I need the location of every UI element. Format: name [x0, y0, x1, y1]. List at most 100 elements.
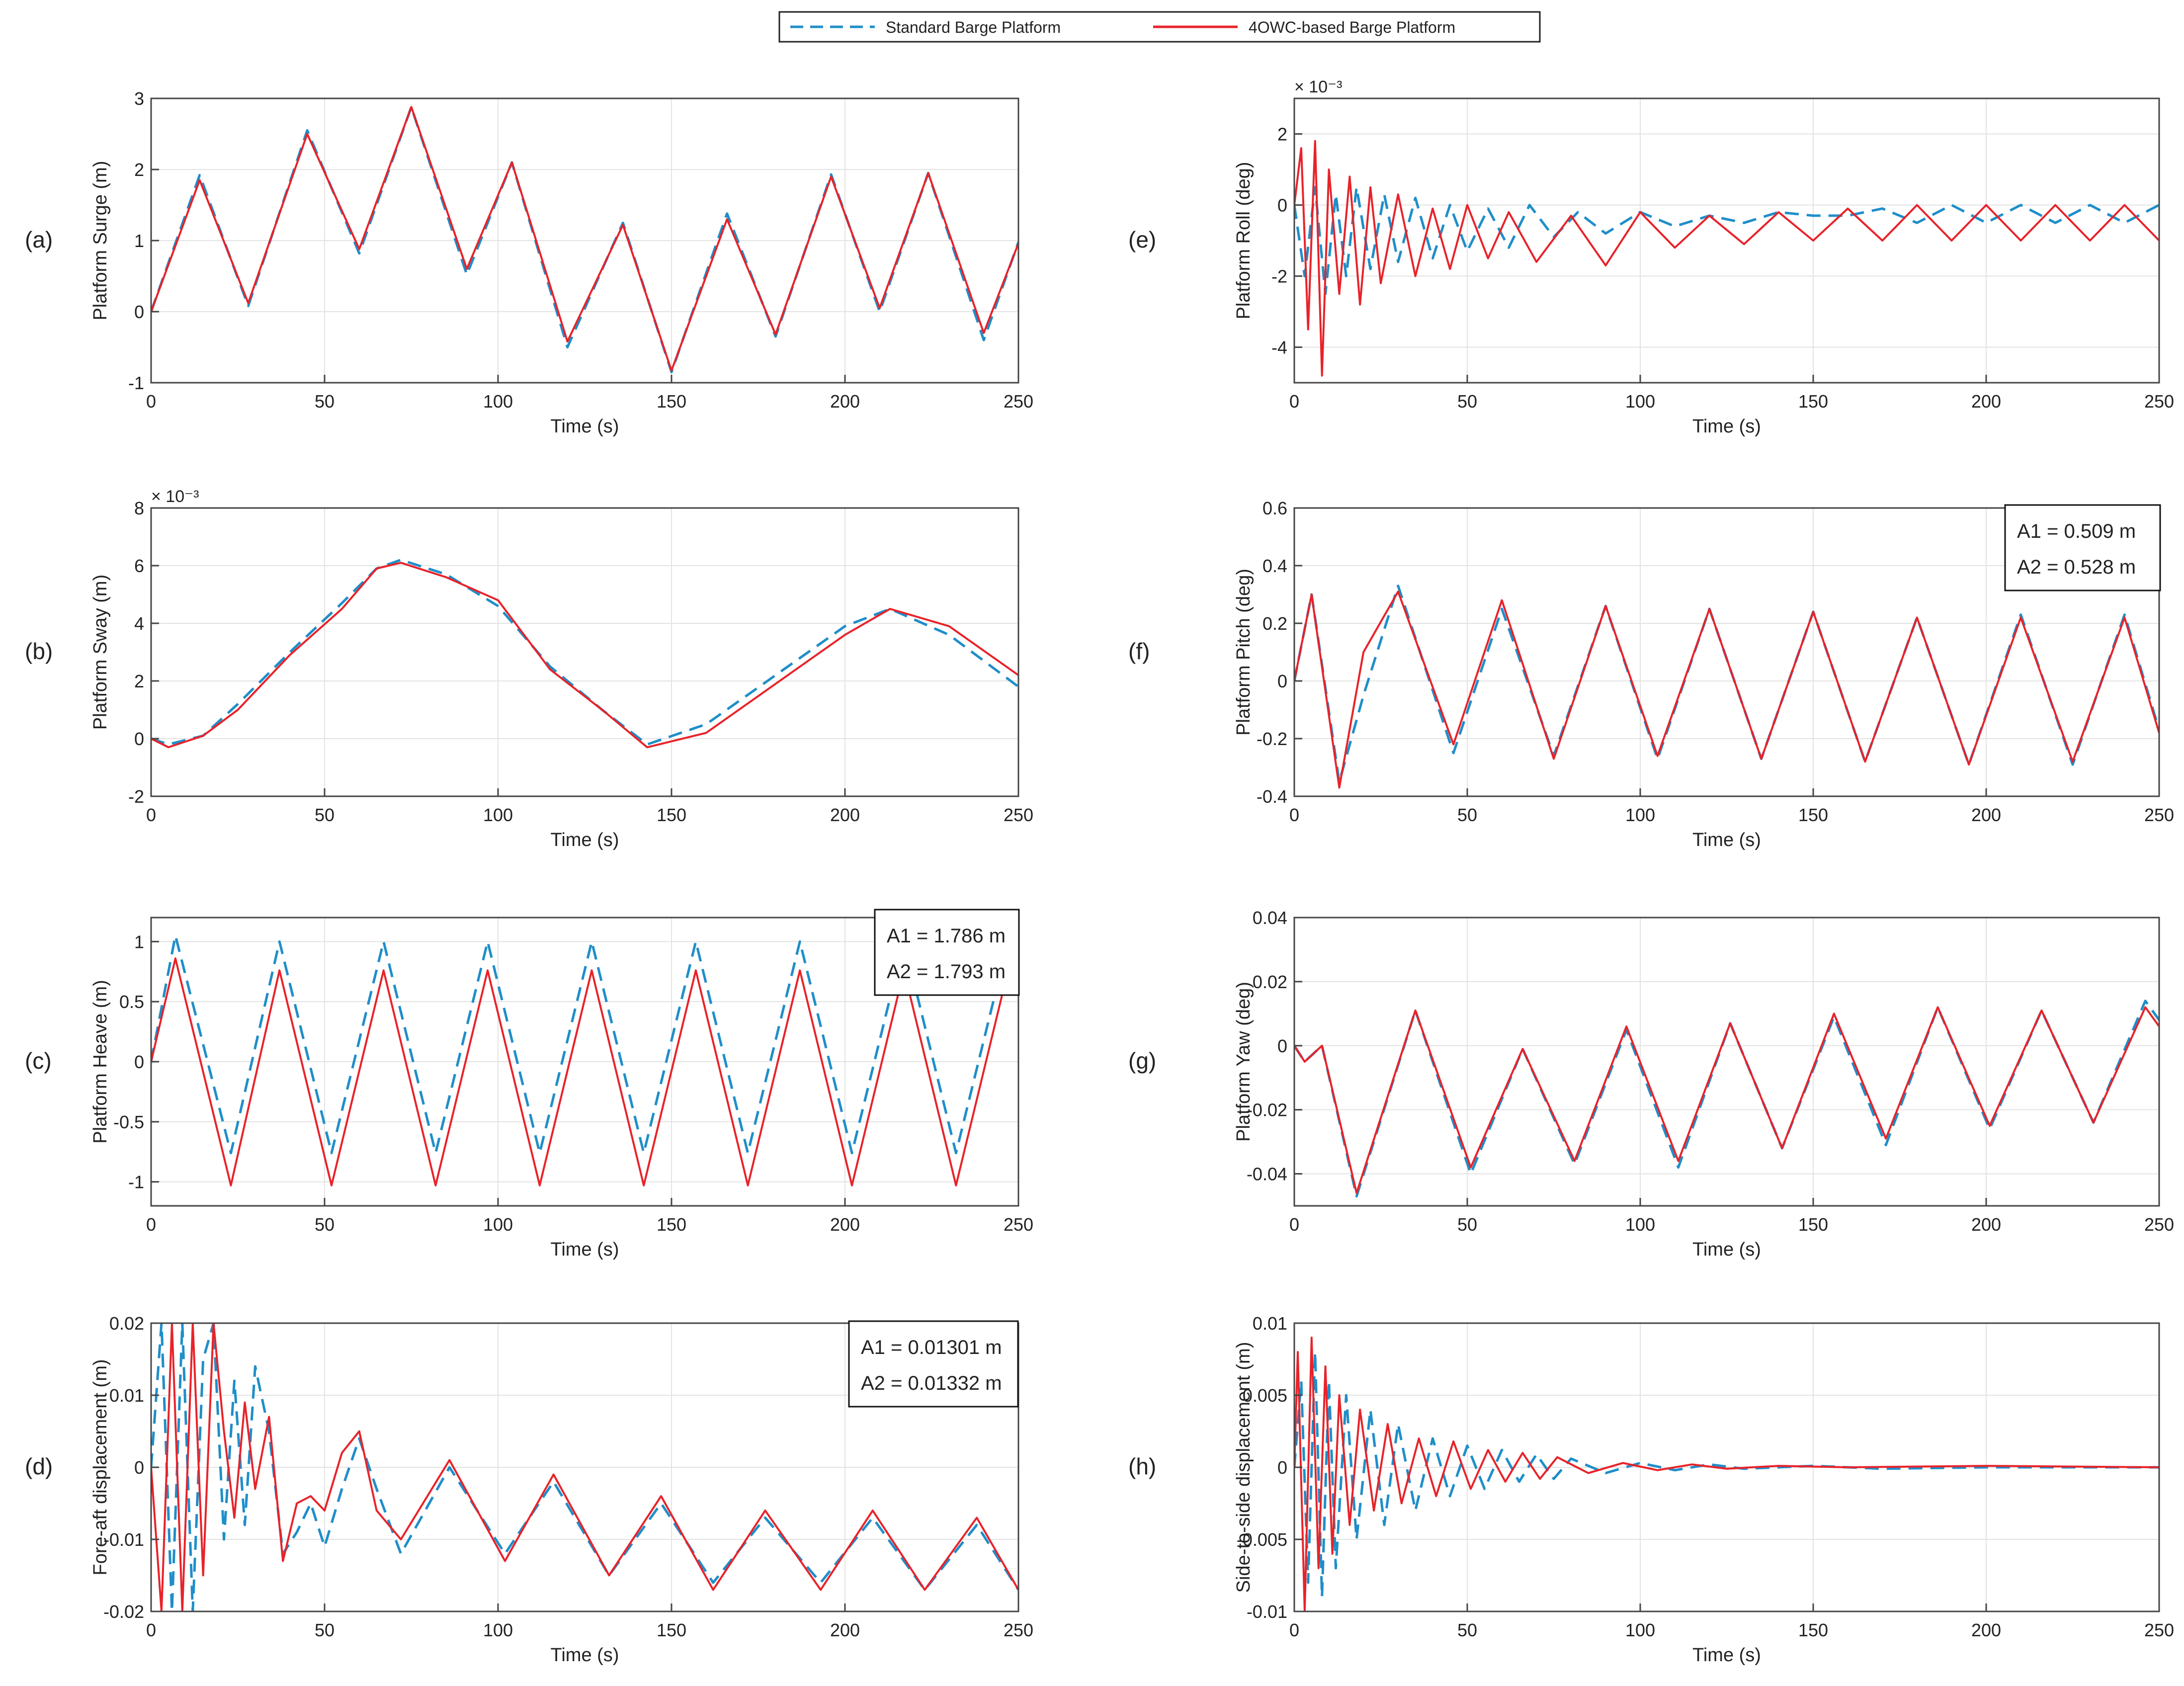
- y-tick-label: 0: [1277, 1457, 1287, 1478]
- x-tick-label: 250: [2144, 805, 2174, 825]
- y-tick-label: 0: [1277, 195, 1287, 216]
- series-4owc-line: [151, 1323, 1018, 1611]
- y-tick-label: 0.01: [109, 1385, 144, 1406]
- y-tick-label: -0.01: [103, 1529, 144, 1550]
- legend-label-4owc: 4OWC-based Barge Platform: [1249, 18, 1455, 36]
- x-tick-label: 100: [1625, 391, 1655, 412]
- series-standard-line: [1294, 186, 2159, 295]
- series-4owc-line: [1294, 1006, 2159, 1194]
- y-tick-label: 6: [134, 556, 144, 576]
- y-tick-label: 0.6: [1262, 498, 1287, 518]
- y-axis-label: Side-to-side displacement (m): [1233, 1342, 1254, 1593]
- axes-frame: [150, 507, 1019, 797]
- plot-area: [1294, 918, 2159, 1206]
- x-tick-label: 150: [657, 805, 686, 825]
- x-tick-label: 50: [315, 1214, 335, 1235]
- y-tick-label: -0.02: [103, 1602, 144, 1622]
- x-tick-label: 0: [146, 391, 156, 412]
- x-tick-label: 100: [1625, 805, 1655, 825]
- x-tick-label: 200: [1971, 805, 2001, 825]
- y-axis-label: Platform Heave (m): [90, 980, 111, 1143]
- axis-exponent: × 10⁻³: [151, 487, 199, 506]
- panel-label: (b): [25, 638, 53, 664]
- series-4owc-line: [151, 106, 1018, 372]
- series-standard-line: [151, 1323, 1018, 1611]
- annotation-a2: A2 = 0.528 m: [2017, 556, 2136, 578]
- y-tick-label: 0.005: [1243, 1385, 1287, 1406]
- annotation-box: [848, 1320, 1019, 1408]
- annotation-a1: A1 = 1.786 m: [887, 925, 1006, 947]
- panel-d: 0 50 100 150 200 250 -0.02 -0.01 0 0.01 0.02 Time (…: [25, 1313, 1033, 1666]
- y-tick-label: 0: [134, 302, 144, 322]
- x-tick-label: 250: [1004, 805, 1033, 825]
- x-tick-label: 150: [1798, 1214, 1828, 1235]
- x-tick-label: 200: [830, 1620, 860, 1640]
- x-tick-label: 0: [146, 1620, 156, 1640]
- annotation-a1: A1 = 0.509 m: [2017, 520, 2136, 542]
- y-tick-label: -0.04: [1247, 1164, 1287, 1184]
- x-tick-label: 150: [657, 391, 686, 412]
- axis-exponent: × 10⁻³: [1294, 78, 1342, 96]
- panel-label: (g): [1128, 1048, 1156, 1074]
- x-tick-label: 0: [146, 1214, 156, 1235]
- x-tick-label: 100: [483, 1214, 513, 1235]
- annotation-box: [874, 909, 1020, 996]
- y-axis-label: Platform Pitch (deg): [1233, 569, 1254, 736]
- x-tick-label: 100: [483, 805, 513, 825]
- x-tick-label: 200: [1971, 1620, 2001, 1640]
- annotation-box: [2004, 504, 2161, 591]
- x-tick-label: 0: [1289, 1620, 1299, 1640]
- x-tick-label: 50: [1457, 1214, 1477, 1235]
- x-axis-label: Time (s): [551, 830, 619, 850]
- y-axis-label: Platform Roll (deg): [1233, 162, 1254, 320]
- y-tick-label: 0: [134, 1052, 144, 1072]
- x-tick-label: 100: [483, 1620, 513, 1640]
- x-axis-label: Time (s): [1692, 1645, 1761, 1666]
- y-tick-label: 4: [134, 613, 144, 634]
- annotation-a2: A2 = 1.793 m: [887, 961, 1006, 983]
- x-tick-label: 100: [1625, 1214, 1655, 1235]
- x-axis-label: Time (s): [1692, 416, 1761, 437]
- x-tick-label: 150: [1798, 391, 1828, 412]
- y-axis-label: Platform Yaw (deg): [1233, 982, 1254, 1142]
- y-tick-label: -1: [128, 373, 144, 393]
- x-tick-label: 50: [315, 1620, 335, 1640]
- panel-f: 0 50 100 150 200 250 -0.4 -0.2 0 0.2 0.4 0.6 Time (s…: [1128, 498, 2174, 850]
- y-tick-label: -1: [128, 1172, 144, 1192]
- y-tick-label: 2: [134, 671, 144, 691]
- panel-e: 0 50 100 150 200 250 -4 -2 0 2 Time (s) Platform Ro…: [1128, 78, 2174, 437]
- x-tick-label: 250: [1004, 1620, 1033, 1640]
- y-tick-label: 0: [134, 1457, 144, 1478]
- y-tick-label: 2: [1277, 124, 1287, 145]
- x-tick-label: 100: [483, 391, 513, 412]
- x-tick-label: 250: [2144, 1620, 2174, 1640]
- panel-label: (a): [25, 227, 53, 253]
- y-tick-label: -2: [1271, 266, 1287, 287]
- x-tick-label: 50: [1457, 391, 1477, 412]
- x-axis-label: Time (s): [551, 1239, 619, 1260]
- y-axis-label: Platform Surge (m): [90, 161, 111, 321]
- y-tick-label: 0: [1277, 1036, 1287, 1056]
- annotation-a2: A2 = 0.01332 m: [861, 1372, 1002, 1394]
- y-axis-label: Fore-aft displacement (m): [90, 1359, 111, 1575]
- x-tick-label: 50: [315, 391, 335, 412]
- y-tick-label: 2: [134, 160, 144, 180]
- series-4owc-line: [1294, 590, 2159, 789]
- x-tick-label: 50: [1457, 805, 1477, 825]
- series-4owc-line: [151, 562, 1018, 749]
- legend-label-standard: Standard Barge Platform: [886, 18, 1061, 36]
- series-4owc-line: [1294, 140, 2159, 377]
- x-tick-label: 200: [830, 1214, 860, 1235]
- y-tick-label: -0.005: [1237, 1529, 1287, 1550]
- legend-box: Standard Barge Platform 4OWC-based Barge…: [778, 11, 1541, 43]
- plot-area: [151, 508, 1018, 796]
- plot-area: [1294, 98, 2159, 383]
- axes-frame: [1293, 917, 2160, 1207]
- series-standard-line: [151, 558, 1018, 746]
- x-tick-label: 200: [1971, 391, 2001, 412]
- y-tick-label: 0.4: [1262, 556, 1287, 576]
- x-tick-label: 250: [2144, 391, 2174, 412]
- x-tick-label: 200: [1971, 1214, 2001, 1235]
- y-tick-label: 3: [134, 88, 144, 109]
